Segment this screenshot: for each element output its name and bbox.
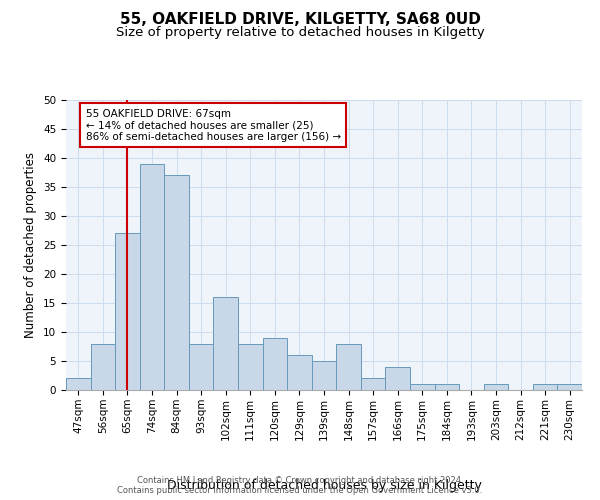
Bar [115, 234, 140, 390]
Bar [263, 338, 287, 390]
X-axis label: Distribution of detached houses by size in Kilgetty: Distribution of detached houses by size … [167, 478, 481, 492]
Bar [214, 297, 238, 390]
Text: 55 OAKFIELD DRIVE: 67sqm
← 14% of detached houses are smaller (25)
86% of semi-d: 55 OAKFIELD DRIVE: 67sqm ← 14% of detach… [86, 108, 341, 142]
Text: Contains public sector information licensed under the Open Government Licence v3: Contains public sector information licen… [118, 486, 482, 495]
Bar [484, 384, 508, 390]
Bar [238, 344, 263, 390]
Bar [557, 384, 582, 390]
Bar [361, 378, 385, 390]
Bar [336, 344, 361, 390]
Text: Contains HM Land Registry data © Crown copyright and database right 2024.: Contains HM Land Registry data © Crown c… [137, 476, 463, 485]
Y-axis label: Number of detached properties: Number of detached properties [25, 152, 37, 338]
Bar [91, 344, 115, 390]
Bar [164, 176, 189, 390]
Bar [287, 355, 312, 390]
Bar [140, 164, 164, 390]
Text: Size of property relative to detached houses in Kilgetty: Size of property relative to detached ho… [116, 26, 484, 39]
Bar [312, 361, 336, 390]
Bar [410, 384, 434, 390]
Bar [533, 384, 557, 390]
Bar [189, 344, 214, 390]
Bar [434, 384, 459, 390]
Bar [385, 367, 410, 390]
Bar [66, 378, 91, 390]
Text: 55, OAKFIELD DRIVE, KILGETTY, SA68 0UD: 55, OAKFIELD DRIVE, KILGETTY, SA68 0UD [119, 12, 481, 28]
